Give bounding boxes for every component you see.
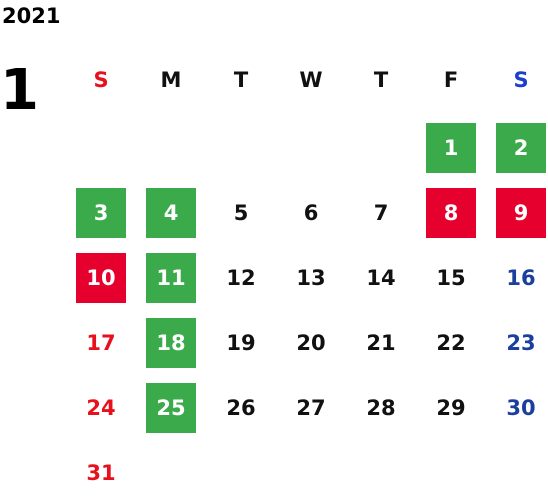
day-cell-6[interactable]: 6 xyxy=(303,201,319,225)
day-cell-27[interactable]: 27 xyxy=(296,396,326,420)
weekday-wed-label: W xyxy=(299,68,323,92)
weekday-sun-label: S xyxy=(93,68,109,92)
day-cell-21[interactable]: 21 xyxy=(366,331,396,355)
day-cell-7[interactable]: 7 xyxy=(373,201,389,225)
day-cell-20[interactable]: 20 xyxy=(296,331,326,355)
day-cell-24[interactable]: 24 xyxy=(86,396,116,420)
day-cell-1[interactable]: 1 xyxy=(426,123,476,173)
weekday-sat-label: S xyxy=(513,68,529,92)
day-cell-23[interactable]: 23 xyxy=(506,331,536,355)
day-cell-11[interactable]: 11 xyxy=(146,253,196,303)
calendar-year: 2021 xyxy=(2,4,61,28)
day-cell-29[interactable]: 29 xyxy=(436,396,466,420)
day-cell-5[interactable]: 5 xyxy=(233,201,249,225)
calendar-month: 1 xyxy=(0,58,39,123)
day-cell-28[interactable]: 28 xyxy=(366,396,396,420)
weekday-fri-label: F xyxy=(443,68,459,92)
day-cell-14[interactable]: 14 xyxy=(366,266,396,290)
day-cell-31[interactable]: 31 xyxy=(86,461,116,485)
day-cell-17[interactable]: 17 xyxy=(86,331,116,355)
day-cell-16[interactable]: 16 xyxy=(506,266,536,290)
day-cell-26[interactable]: 26 xyxy=(226,396,256,420)
day-cell-13[interactable]: 13 xyxy=(296,266,326,290)
day-cell-22[interactable]: 22 xyxy=(436,331,466,355)
weekday-tue-label: T xyxy=(233,68,249,92)
day-cell-2[interactable]: 2 xyxy=(496,123,546,173)
day-cell-4[interactable]: 4 xyxy=(146,188,196,238)
day-cell-15[interactable]: 15 xyxy=(436,266,466,290)
day-cell-10[interactable]: 10 xyxy=(76,253,126,303)
day-cell-8[interactable]: 8 xyxy=(426,188,476,238)
day-cell-18[interactable]: 18 xyxy=(146,318,196,368)
weekday-thu-label: T xyxy=(373,68,389,92)
day-cell-3[interactable]: 3 xyxy=(76,188,126,238)
day-cell-12[interactable]: 12 xyxy=(226,266,256,290)
day-cell-30[interactable]: 30 xyxy=(506,396,536,420)
day-cell-9[interactable]: 9 xyxy=(496,188,546,238)
weekday-mon-label: M xyxy=(160,68,182,92)
day-cell-25[interactable]: 25 xyxy=(146,383,196,433)
day-cell-19[interactable]: 19 xyxy=(226,331,256,355)
